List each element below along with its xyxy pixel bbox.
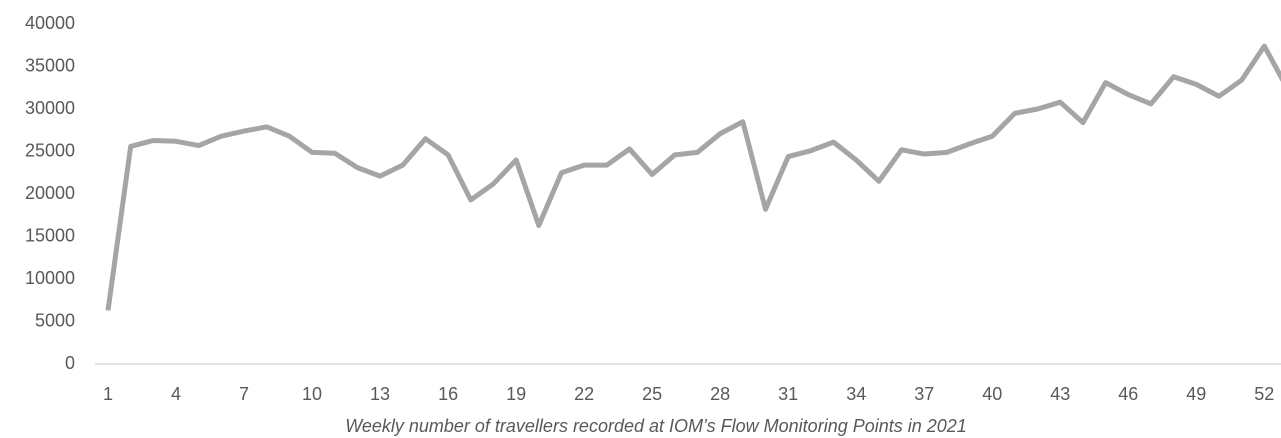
x-tick-label: 37 bbox=[914, 384, 934, 404]
chart-caption: Weekly number of travellers recorded at … bbox=[345, 416, 967, 436]
x-tick-label: 40 bbox=[982, 384, 1002, 404]
x-tick-label: 25 bbox=[642, 384, 662, 404]
x-tick-label: 19 bbox=[506, 384, 526, 404]
y-tick-label: 35000 bbox=[25, 55, 75, 75]
y-tick-label: 40000 bbox=[25, 13, 75, 33]
y-tick-label: 30000 bbox=[25, 98, 75, 118]
data-line bbox=[105, 43, 1281, 311]
y-tick-label: 5000 bbox=[35, 310, 75, 330]
x-tick-label: 34 bbox=[846, 384, 866, 404]
y-tick-label: 25000 bbox=[25, 140, 75, 160]
x-tick-label: 22 bbox=[574, 384, 594, 404]
y-tick-label: 15000 bbox=[25, 225, 75, 245]
x-tick-label: 4 bbox=[171, 384, 181, 404]
x-tick-label: 7 bbox=[239, 384, 249, 404]
x-tick-label: 1 bbox=[103, 384, 113, 404]
y-tick-label: 20000 bbox=[25, 183, 75, 203]
x-tick-label: 52 bbox=[1254, 384, 1274, 404]
x-tick-label: 16 bbox=[438, 384, 458, 404]
x-tick-label: 49 bbox=[1186, 384, 1206, 404]
x-tick-label: 43 bbox=[1050, 384, 1070, 404]
x-tick-label: 28 bbox=[710, 384, 730, 404]
y-tick-label: 0 bbox=[65, 353, 75, 373]
x-tick-label: 46 bbox=[1118, 384, 1138, 404]
x-tick-label: 31 bbox=[778, 384, 798, 404]
y-tick-label: 10000 bbox=[25, 268, 75, 288]
x-tick-label: 10 bbox=[302, 384, 322, 404]
x-tick-label: 13 bbox=[370, 384, 390, 404]
